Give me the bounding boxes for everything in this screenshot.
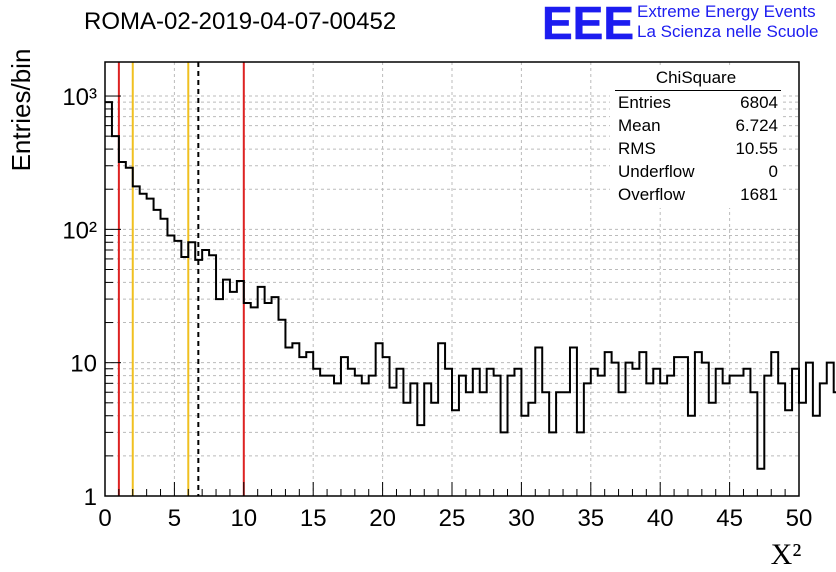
x-tick-label: 30 <box>508 505 535 532</box>
stat-row-rms: RMS 10.55 <box>618 139 778 161</box>
stat-value: 10.55 <box>735 139 778 158</box>
stat-row-entries: Entries 6804 <box>618 93 778 115</box>
stat-row-underflow: Underflow 0 <box>618 162 778 184</box>
stats-box: ChiSquare Entries 6804 Mean 6.724 RMS 10… <box>610 68 782 208</box>
stat-label: Overflow <box>618 185 686 204</box>
y-tick-label: 10² <box>62 217 97 244</box>
stats-title: ChiSquare <box>655 68 737 87</box>
x-tick-label: 10 <box>230 505 257 532</box>
run-title: ROMA-02-2019-04-07-00452 <box>84 8 397 35</box>
x-tick-label: 15 <box>300 505 327 532</box>
x-tick-label: 20 <box>369 505 396 532</box>
stat-value: 0 <box>768 162 778 181</box>
tick-labels: 0 5 10 15 20 25 30 35 40 45 50 1 10 10² 10³ <box>62 84 812 532</box>
stat-value: 6.724 <box>735 116 778 135</box>
stat-label: Underflow <box>618 162 695 181</box>
cut-lines <box>117 62 245 496</box>
histogram-series <box>105 101 836 470</box>
x-tick-label: 50 <box>786 505 813 532</box>
eee-logo-mark: EEE <box>542 2 634 42</box>
stats-divider <box>615 90 781 91</box>
logo-subtitle-2: La Scienza nelle Scuole <box>637 22 819 41</box>
y-tick-label: 10 <box>70 351 97 378</box>
x-tick-label: 40 <box>647 505 674 532</box>
stat-row-mean: Mean 6.724 <box>618 116 778 138</box>
stat-label: Entries <box>618 93 671 112</box>
stat-value: 6804 <box>740 93 778 112</box>
stat-label: RMS <box>618 139 656 158</box>
logo-subtitle-1: Extreme Energy Events <box>637 2 816 21</box>
x-tick-label: 0 <box>98 505 111 532</box>
eee-logo: EEE <box>542 2 635 42</box>
axis-ticks <box>104 95 800 497</box>
stat-value: 1681 <box>740 185 778 204</box>
x-axis-label: X² <box>771 538 802 571</box>
x-tick-label: 45 <box>716 505 743 532</box>
y-tick-label: 10³ <box>62 84 97 111</box>
y-tick-label: 1 <box>84 484 97 511</box>
x-tick-label: 5 <box>168 505 181 532</box>
stat-label: Mean <box>618 116 661 135</box>
stat-row-overflow: Overflow 1681 <box>618 185 778 207</box>
x-tick-label: 25 <box>439 505 466 532</box>
x-tick-label: 35 <box>577 505 604 532</box>
y-axis-label: Entries/bin <box>6 49 36 172</box>
